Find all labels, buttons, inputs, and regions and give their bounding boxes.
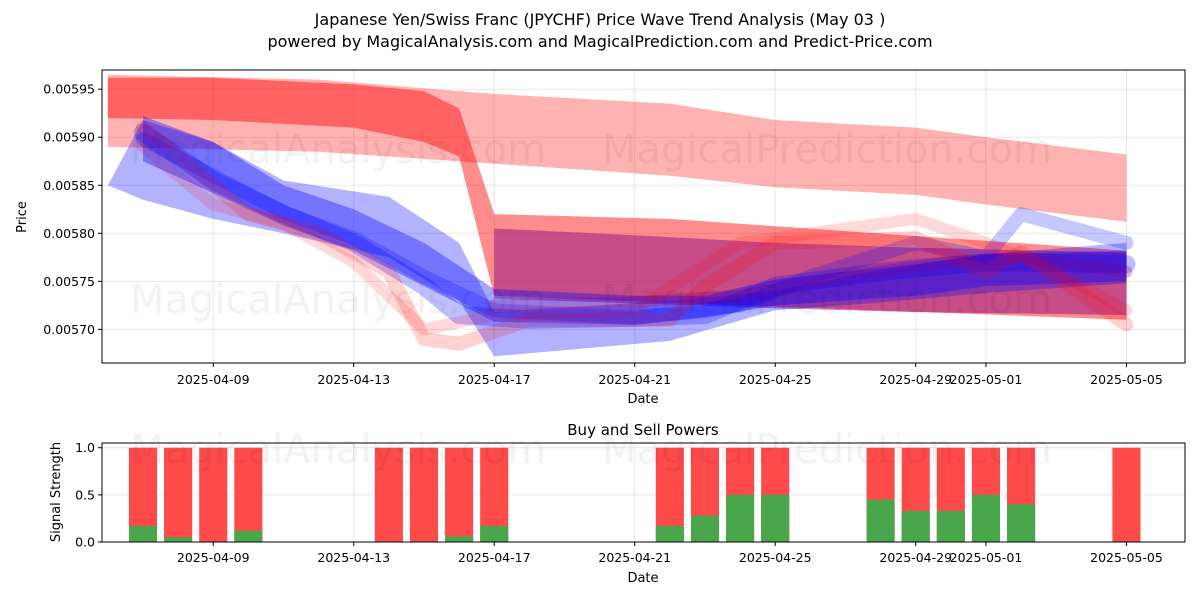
signal-plot-area xyxy=(102,443,1185,542)
price-xtick-label: 2025-04-25 xyxy=(739,372,812,387)
sell-power-bar xyxy=(1112,447,1141,542)
price-band-red-0 xyxy=(107,74,1127,222)
sell-power-bar xyxy=(234,447,263,542)
signal-xtick-label: 2025-04-29 xyxy=(879,550,952,565)
price-xlabel: Date xyxy=(627,392,658,407)
signal-xtick-label: 2025-04-09 xyxy=(177,550,250,565)
signal-marks xyxy=(128,447,1141,542)
buy-power-bar xyxy=(936,510,965,542)
signal-xtick-label: 2025-05-05 xyxy=(1090,550,1163,565)
signal-ticks: 2025-04-09 2025-04-13 2025-04-17 2025-04-21… xyxy=(75,440,1163,565)
signal-plot-frame xyxy=(101,442,1186,543)
buy-power-bar xyxy=(690,515,720,542)
price-band-blue-4 xyxy=(143,116,1127,325)
buy-power-bar xyxy=(655,525,684,542)
buy-power-bar xyxy=(901,510,930,542)
signal-xtick-label: 2025-04-13 xyxy=(317,550,390,565)
price-wave-line-blue-0 xyxy=(134,123,1136,329)
price-ytick-label: 0.00595 xyxy=(43,82,95,97)
price-plot-area xyxy=(102,70,1185,363)
price-ylabel: Price xyxy=(15,201,30,233)
buy-power-bar xyxy=(726,494,755,542)
price-band-red-1 xyxy=(107,77,1127,320)
price-xtick-label: 2025-04-21 xyxy=(598,372,671,387)
price-chart: MagicalAnalysis.com MagicalPrediction.co… xyxy=(15,69,1186,407)
buy-power-bar xyxy=(445,536,474,542)
signal-ytick-label: 0.0 xyxy=(75,535,95,550)
signal-ylabel: Signal Strength xyxy=(49,442,64,542)
price-plot-frame xyxy=(101,69,1186,364)
watermark-analysis-lower: MagicalAnalysis.com xyxy=(130,427,546,473)
price-wave-line-red-3 xyxy=(137,140,1133,336)
watermark-prediction-lower: MagicalPrediction.com xyxy=(602,427,1052,473)
buy-power-bar xyxy=(234,530,263,542)
buy-power-bar xyxy=(866,499,895,542)
watermark-prediction: MagicalPrediction.com xyxy=(602,277,1052,323)
sell-power-bar xyxy=(374,447,403,542)
price-ytick-label: 0.00580 xyxy=(43,226,95,241)
watermark-prediction-upper: MagicalPrediction.com xyxy=(602,127,1052,173)
signal-title: Buy and Sell Powers xyxy=(567,421,719,439)
buy-power-bar xyxy=(761,494,790,542)
buy-power-bar xyxy=(128,525,158,542)
buy-power-bar xyxy=(971,494,1001,542)
signal-ytick-label: 0.5 xyxy=(75,487,95,502)
sell-power-bar xyxy=(445,447,474,542)
signal-chart: Buy and Sell Powers MagicalAnalysis.com … xyxy=(49,421,1186,586)
price-ytick-label: 0.00590 xyxy=(43,130,95,145)
price-wave-line-red-2 xyxy=(136,120,1134,351)
figure-subtitle: powered by MagicalAnalysis.com and Magic… xyxy=(267,32,932,51)
buy-power-bar xyxy=(164,537,193,542)
price-grid xyxy=(102,70,1185,363)
figure-title: Japanese Yen/Swiss Franc (JPYCHF) Price … xyxy=(314,10,886,29)
price-xtick-label: 2025-04-29 xyxy=(879,372,952,387)
signal-xtick-label: 2025-04-25 xyxy=(739,550,812,565)
price-xtick-label: 2025-04-13 xyxy=(317,372,390,387)
watermark-analysis-upper: MagicalAnalysis.com xyxy=(130,127,546,173)
price-wave-line-blue-1 xyxy=(136,132,1134,325)
buy-power-bar xyxy=(480,525,509,542)
price-band-blue-3 xyxy=(107,120,1127,357)
price-ticks: 2025-04-09 2025-04-13 2025-04-17 2025-04-21… xyxy=(43,82,1162,387)
price-wave-line-purple-4 xyxy=(488,251,1133,312)
price-ytick-label: 0.00570 xyxy=(43,322,95,337)
signal-ytick-label: 1.0 xyxy=(75,440,95,455)
signal-xtick-label: 2025-04-17 xyxy=(458,550,531,565)
price-xtick-label: 2025-05-05 xyxy=(1090,372,1163,387)
price-xtick-label: 2025-05-01 xyxy=(950,372,1023,387)
signal-xtick-label: 2025-04-21 xyxy=(598,550,671,565)
sell-power-bar xyxy=(164,447,193,542)
sell-power-bar xyxy=(199,447,228,542)
price-marks xyxy=(107,74,1136,357)
watermark-analysis: MagicalAnalysis.com xyxy=(130,277,546,323)
buy-power-bar xyxy=(1007,504,1036,542)
price-ytick-label: 0.00575 xyxy=(43,274,95,289)
signal-xtick-label: 2025-05-01 xyxy=(950,550,1023,565)
price-xtick-label: 2025-04-09 xyxy=(177,372,250,387)
price-band-purple-2 xyxy=(494,228,1127,315)
sell-power-bar xyxy=(409,447,439,542)
price-xtick-label: 2025-04-17 xyxy=(458,372,531,387)
signal-xlabel: Date xyxy=(627,571,658,586)
price-ytick-label: 0.00585 xyxy=(43,178,95,193)
